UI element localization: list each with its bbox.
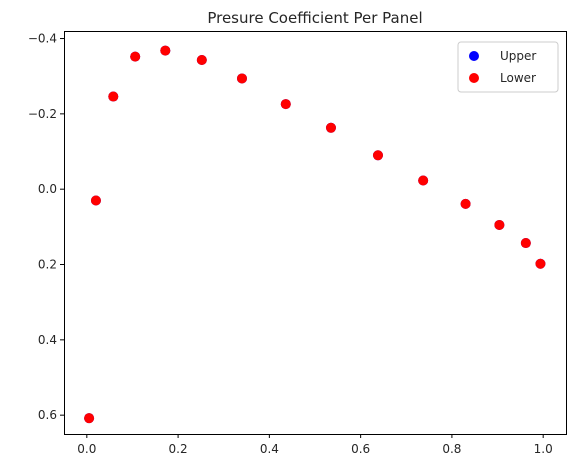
legend-label-upper: Upper: [500, 49, 536, 63]
legend: Upper Lower: [457, 41, 559, 93]
data-point-lower: [460, 198, 471, 209]
chart-title: Presure Coefficient Per Panel: [207, 9, 422, 27]
data-point-lower: [418, 175, 429, 186]
data-point-lower: [494, 219, 505, 230]
y-tick-label: 0.2: [38, 258, 57, 272]
data-point-lower: [236, 73, 247, 84]
data-point-lower: [90, 195, 101, 206]
data-point-lower: [84, 413, 95, 424]
data-point-lower: [160, 45, 171, 56]
y-tick-label: −0.2: [28, 107, 57, 121]
data-point-lower: [130, 51, 141, 62]
data-point-lower: [108, 91, 119, 102]
y-tick-label: −0.4: [28, 32, 57, 46]
y-tick-label: 0.0: [38, 182, 57, 196]
data-point-lower: [520, 238, 531, 249]
data-points: [84, 45, 546, 424]
data-point-lower: [325, 122, 336, 133]
legend-box: [457, 41, 559, 93]
legend-label-lower: Lower: [500, 71, 536, 85]
data-point-lower: [196, 55, 207, 66]
x-tick-label: 0.0: [77, 442, 96, 456]
data-point-lower: [280, 99, 291, 110]
axis-ticks: 0.0 0.2 0.4 0.6 0.8 1.0 −0.4 −0.2 0.0 0.2 0.4 0.6: [28, 32, 553, 456]
y-tick-label: 0.6: [38, 408, 57, 422]
legend-marker-lower: [469, 73, 479, 83]
data-point-lower: [535, 258, 546, 269]
x-tick-label: 0.8: [442, 442, 461, 456]
x-tick-label: 0.6: [351, 442, 370, 456]
x-tick-label: 0.4: [260, 442, 279, 456]
data-point-lower: [372, 150, 383, 161]
x-tick-label: 0.2: [169, 442, 188, 456]
legend-marker-upper: [469, 51, 479, 61]
y-tick-label: 0.4: [38, 333, 57, 347]
x-tick-label: 1.0: [534, 442, 553, 456]
plot-frame: [64, 31, 567, 435]
